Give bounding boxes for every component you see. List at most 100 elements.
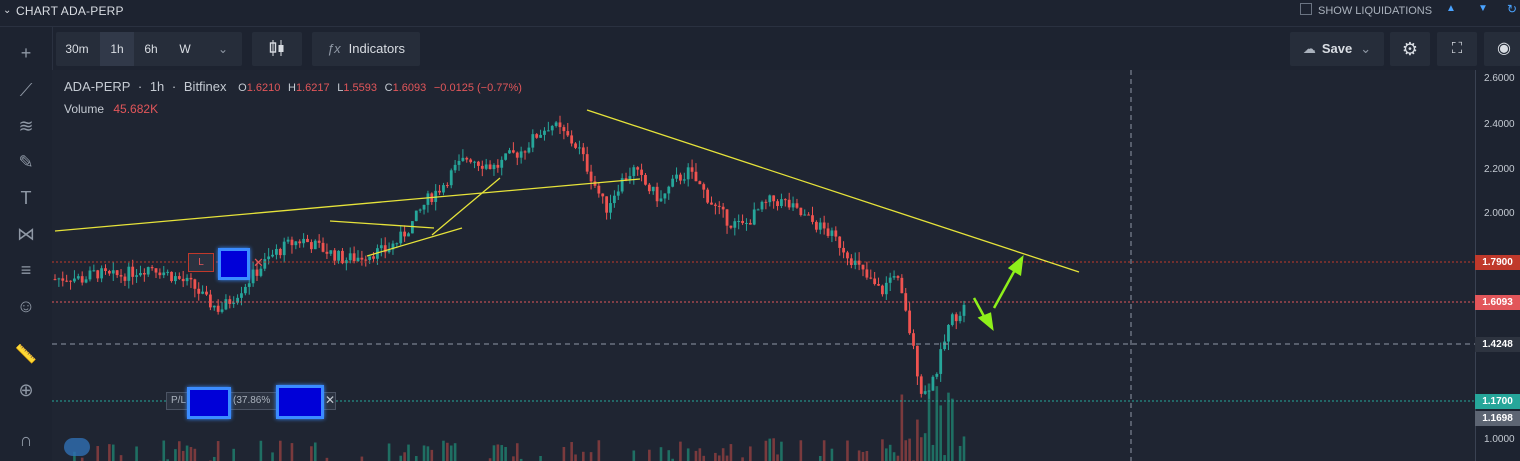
volume-bar [589,452,593,461]
candle-body [333,250,337,261]
candle-body [189,277,193,280]
candle-body [679,174,682,181]
collapse-chevron-icon[interactable]: ⌄ [3,5,12,16]
zoom-icon[interactable]: ⊕ [18,380,34,400]
crosshair-icon[interactable]: + [20,43,32,63]
volume-bar [892,452,896,461]
magnet-icon[interactable]: ∩ [19,430,33,450]
candle-body [764,201,768,203]
chart-type-button[interactable] [252,32,302,66]
trendline-resistance[interactable] [586,109,1080,273]
arrow-up-icon[interactable]: ▲ [1446,3,1456,14]
timeframe-6h[interactable]: 6h [144,42,158,56]
volume-bar [749,446,752,461]
volume-bar [768,438,772,461]
candle-body [748,222,752,225]
indicators-button[interactable]: ƒx Indicators [312,32,420,66]
save-dropdown-icon[interactable]: ⌄ [1360,41,1372,56]
candle-body [271,254,274,257]
trendlines[interactable] [54,109,1080,273]
candle-body [787,199,791,208]
candle-body [912,333,915,346]
candle-body [290,239,294,246]
prediction-tool-icon[interactable]: ≡ [20,260,32,280]
refresh-icon[interactable]: ↻ [1507,2,1518,16]
fib-tool-icon[interactable]: ≋ [18,116,34,136]
emoji-icon[interactable]: ☺ [16,296,36,316]
save-button[interactable]: ☁ Save ⌄ [1290,32,1384,66]
candle-body [294,241,298,246]
arrow-up[interactable] [992,267,1018,309]
ruler-icon[interactable]: 📏 [14,344,38,364]
timeframe-dropdown-icon[interactable]: ⌄ [217,42,229,56]
candle-body [166,271,170,273]
candle-body [438,190,441,193]
candle-body [511,150,515,153]
candle-body [935,373,939,377]
volume-bar [562,446,566,461]
volume-bar [108,444,111,461]
candle-body [822,222,826,229]
trendline-support[interactable] [54,178,641,232]
candle-body [601,193,605,197]
screenshot-button[interactable]: ◉ [1484,32,1520,66]
volume-bar [111,444,115,461]
show-liquidations-label: SHOW LIQUIDATIONS [1318,5,1433,17]
candle-body [861,264,865,270]
candle-body [943,341,946,350]
volume-bar [512,456,515,461]
timeframe-1h[interactable]: 1h [100,32,134,66]
brush-icon[interactable]: ✎ [18,152,34,172]
arrow-up-head [1007,255,1024,277]
fullscreen-button[interactable]: ⛶ [1437,32,1477,66]
checkbox-icon[interactable] [1300,3,1312,15]
arrow-down-icon[interactable]: ▼ [1478,3,1488,14]
triangle-lower[interactable] [366,227,463,257]
pl-label: P/L [171,395,187,406]
trend-line-icon[interactable]: ⟋ [19,80,33,100]
candle-body [865,269,869,278]
candle-body [275,248,278,255]
volume-bar [772,438,775,461]
candle-body [414,210,418,222]
volume-bar [360,456,364,461]
volume-bar [686,448,690,461]
candle-body [877,284,880,286]
pattern-tool-icon[interactable]: ⋈ [17,224,35,244]
volume-bar [919,437,923,461]
order-cancel-button[interactable]: ✕ [253,255,264,270]
text-tool-icon[interactable]: T [20,188,32,208]
volume-bar [659,447,663,461]
candle-body [675,174,678,179]
candle-body [302,238,306,244]
candle-body [543,130,546,135]
arrow-annotations[interactable] [972,255,1024,332]
volume-bar [935,386,939,461]
breakout-line[interactable] [431,177,501,236]
settings-button[interactable]: ⚙ [1390,32,1430,66]
candle-body [939,349,943,374]
candle-body [395,243,399,245]
timeframe-w[interactable]: W [179,42,191,56]
price-chart[interactable] [52,70,1475,461]
candle-body [818,222,822,230]
order-label[interactable]: L [188,253,214,272]
show-liquidations-toggle[interactable]: SHOW LIQUIDATIONS [1300,3,1432,17]
volume-bar [310,446,313,461]
volume-bar [449,445,453,461]
timeframe-selector[interactable]: 30m 1h 6h W ⌄ [56,32,242,66]
candle-body [527,147,531,153]
triangle-upper[interactable] [329,220,435,229]
candle-body [931,376,935,391]
redacted-box [218,248,250,280]
candle-body [251,269,255,284]
timeframe-30m[interactable]: 30m [65,42,89,56]
candle-body [947,324,950,342]
candle-body [61,278,65,281]
volume-bar [80,457,84,461]
chart-canvas[interactable]: L ✕ P/L (37.86% ✕ [52,70,1475,461]
candle-body [372,256,375,259]
volume-bar [189,447,193,461]
candle-body [566,131,570,136]
position-close-button[interactable]: ✕ [325,393,336,407]
